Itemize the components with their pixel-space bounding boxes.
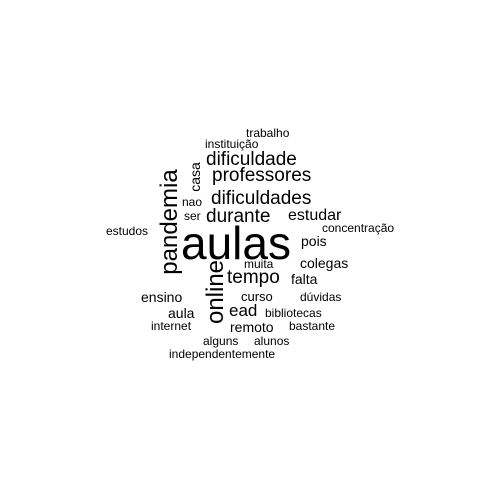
word-alunos: alunos [254,334,290,348]
word-tempo: tempo [227,267,280,288]
word-independentemente: independentemente [169,347,276,361]
word-curso: curso [241,289,273,304]
word-remoto: remoto [230,319,274,335]
word-internet: internet [151,319,192,333]
word-aulas: aulas [181,217,291,269]
word-dificuldades: dificuldades [211,188,312,209]
word-muita: muita [244,257,274,271]
word-pois: pois [301,233,327,249]
word-online: online [202,259,229,325]
word-concentracao: concentração [322,221,395,235]
word-aula: aula [168,305,195,321]
word-ead: ead [229,301,258,320]
word-durante: durante [206,206,271,227]
word-dificuldade: dificuldade [206,149,297,170]
word-nao: nao [182,195,203,209]
word-bastante: bastante [289,319,336,333]
word-duvidas: dúvidas [300,290,342,304]
word-professores: professores [212,165,312,186]
word-falta: falta [291,271,318,287]
word-casa: casa [187,162,203,192]
word-pandemia: pandemia [156,169,183,275]
word-colegas: colegas [300,255,349,271]
word-ser: ser [184,209,201,223]
word-ensino: ensino [141,289,183,305]
word-estudos: estudos [106,224,149,238]
word-trabalho: trabalho [246,126,290,140]
word-alguns: alguns [203,334,239,348]
word-bibliotecas: bibliotecas [265,306,322,320]
word-estudar: estudar [288,207,342,224]
word-instituicao: instituição [205,137,259,151]
